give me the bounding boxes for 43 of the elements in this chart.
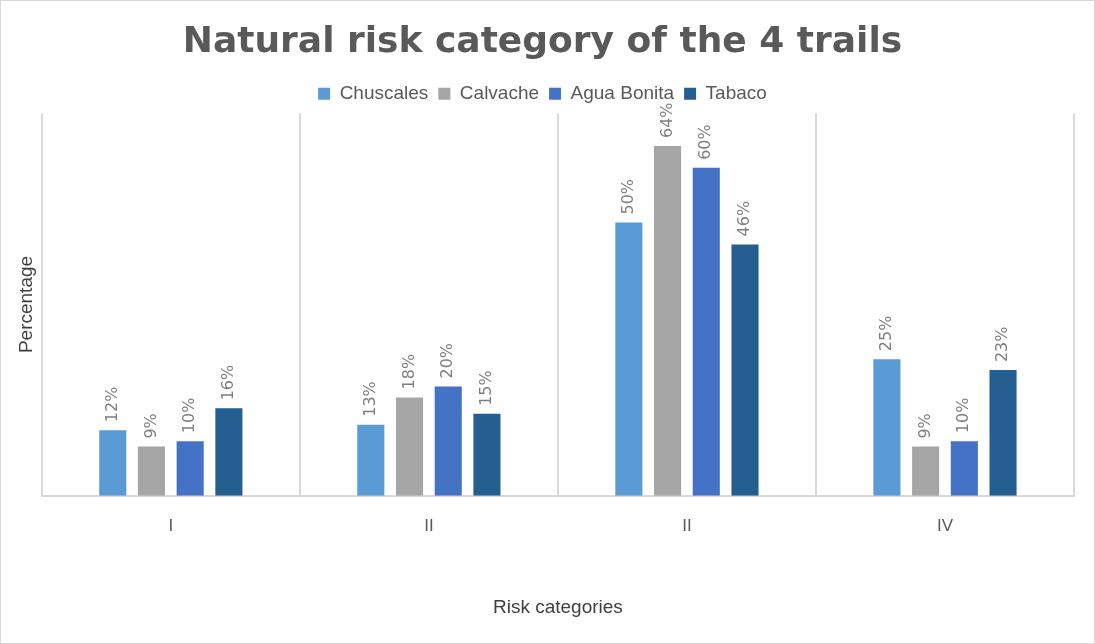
x-tick-label: II xyxy=(682,515,692,535)
data-label: 9% xyxy=(140,413,160,439)
data-label: 10% xyxy=(179,397,199,434)
data-label: 18% xyxy=(398,353,418,390)
bar xyxy=(176,441,204,496)
chart-title: Natural risk category of the 4 trails xyxy=(182,18,903,60)
bar xyxy=(99,430,127,496)
data-label: 46% xyxy=(734,200,754,237)
x-tick-label: II xyxy=(424,515,434,535)
legend-label: Tabaco xyxy=(705,81,767,103)
data-label: 16% xyxy=(218,364,238,401)
legend-label: Agua Bonita xyxy=(570,81,675,103)
bar xyxy=(912,446,940,496)
bar xyxy=(395,397,424,496)
legend-label: Calvache xyxy=(459,81,540,103)
bar xyxy=(357,424,385,496)
data-label: 15% xyxy=(476,370,496,406)
data-label: 23% xyxy=(992,326,1012,363)
bar xyxy=(654,145,682,496)
bar xyxy=(615,222,643,496)
bar xyxy=(473,413,501,496)
bar xyxy=(950,441,978,496)
x-tick-label: I xyxy=(168,515,174,535)
bar xyxy=(873,359,901,496)
data-label: 20% xyxy=(437,342,457,379)
bar xyxy=(989,370,1017,496)
data-label: 12% xyxy=(101,386,121,423)
data-label: 50% xyxy=(618,178,638,215)
data-label: 25% xyxy=(876,315,896,352)
bar xyxy=(137,446,166,496)
x-tick-label: IV xyxy=(936,515,954,535)
data-label: 10% xyxy=(953,397,973,434)
data-label: 64% xyxy=(656,102,676,138)
bar xyxy=(434,386,462,496)
bar xyxy=(215,408,243,496)
bar xyxy=(692,167,720,496)
bar xyxy=(731,244,759,496)
data-label: 9% xyxy=(914,413,934,439)
y-axis-title: Percentage xyxy=(14,255,36,354)
x-axis-title: Risk categories xyxy=(492,595,623,617)
legend-label: Chuscales xyxy=(339,81,429,103)
data-label: 60% xyxy=(695,124,715,160)
data-label: 13% xyxy=(359,381,379,417)
